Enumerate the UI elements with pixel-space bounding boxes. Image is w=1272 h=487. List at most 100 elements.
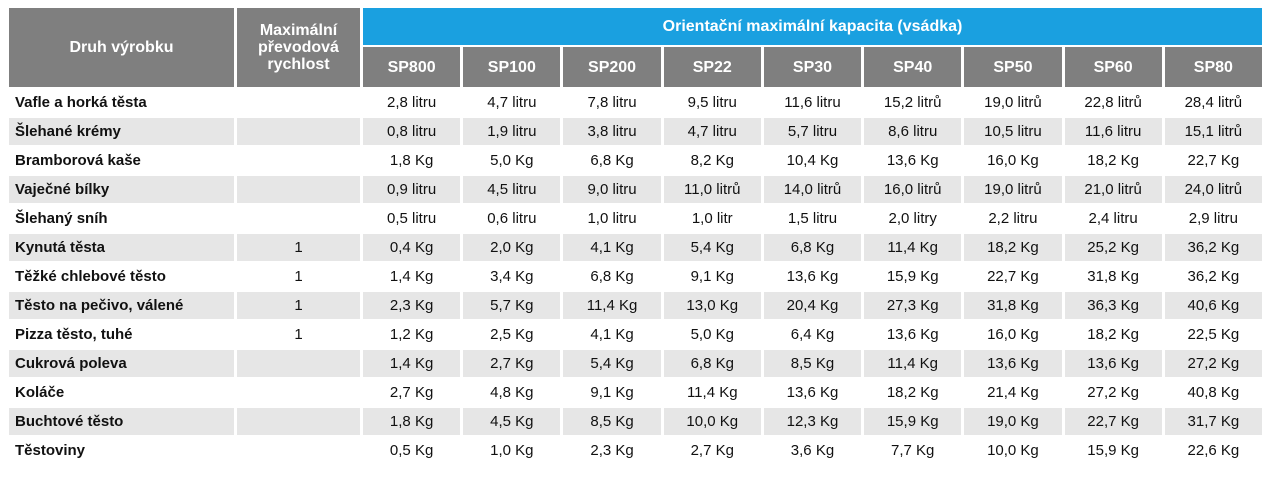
capacity-cell: 12,3 Kg <box>763 408 862 435</box>
capacity-cell: 15,9 Kg <box>1087 442 1139 459</box>
capacity-cell: 27,2 Kg <box>1087 384 1139 401</box>
capacity-cell: 1,0 litru <box>587 210 637 227</box>
capacity-cell: 13,6 Kg <box>786 268 839 285</box>
capacity-cell: 2,7 Kg <box>690 442 734 459</box>
capacity-cell: 2,3 Kg <box>363 292 461 319</box>
capacity-cell: 22,8 litrů <box>1084 94 1142 111</box>
capacity-cell: 4,5 Kg <box>463 408 561 435</box>
speed-cell: 1 <box>294 326 303 343</box>
capacity-cell: 9,1 Kg <box>690 268 734 285</box>
capacity-cell: 2,0 Kg <box>463 234 561 261</box>
capacity-cell: 4,1 Kg <box>563 234 661 261</box>
product-name: Koláče <box>15 384 65 401</box>
capacity-cell: 5,7 Kg <box>463 292 561 319</box>
table-row: Koláče 2,7 Kg 4,8 Kg 9,1 Kg 11,4 Kg 13,6 Kg 18… <box>9 379 1262 406</box>
speed-cell <box>237 350 360 377</box>
capacity-cell: 10,0 Kg <box>987 442 1039 459</box>
product-name: Vaječné bílky <box>9 176 234 203</box>
capacity-cell: 9,1 Kg <box>590 384 634 401</box>
table-row: Cukrová poleva 1,4 Kg 2,7 Kg 5,4 Kg 6,8 Kg 8,… <box>9 350 1262 377</box>
capacity-cell: 36,2 Kg <box>1164 234 1262 261</box>
capacity-cell: 11,6 litru <box>1064 118 1162 145</box>
capacity-cell: 15,9 Kg <box>886 268 939 285</box>
capacity-cell: 6,8 Kg <box>590 268 634 285</box>
speed-cell: 1 <box>237 292 360 319</box>
capacity-cell: 36,2 Kg <box>1187 268 1240 285</box>
product-name: Šlehaný sníh <box>15 210 108 227</box>
capacity-cell: 5,4 Kg <box>663 234 761 261</box>
capacity-cell: 2,8 litru <box>387 94 437 111</box>
product-name: Vafle a horká těsta <box>15 94 147 111</box>
model-header: SP50 <box>964 47 1062 87</box>
capacity-cell: 40,6 Kg <box>1164 292 1262 319</box>
capacity-cell: 13,6 Kg <box>964 350 1062 377</box>
capacity-cell: 10,0 Kg <box>663 408 761 435</box>
capacity-cell: 0,8 litru <box>363 118 461 145</box>
capacity-cell: 27,3 Kg <box>864 292 962 319</box>
capacity-cell: 3,4 Kg <box>490 268 534 285</box>
capacity-cell: 0,4 Kg <box>363 234 461 261</box>
speed-cell <box>237 147 360 174</box>
header-models: SP800 SP100 SP200 SP22 SP30 SP40 SP50 SP60 SP80 <box>9 47 1262 87</box>
table-row: Pizza těsto, tuhé 1 1,2 Kg 2,5 Kg 4,1 Kg 5,0 … <box>9 321 1262 348</box>
capacity-cell: 16,0 Kg <box>987 152 1039 169</box>
capacity-cell: 1,8 Kg <box>389 152 434 169</box>
capacity-cell: 15,9 Kg <box>864 408 962 435</box>
capacity-cell: 20,4 Kg <box>763 292 862 319</box>
speed-cell: 1 <box>237 234 360 261</box>
capacity-cell: 15,1 litrů <box>1164 118 1262 145</box>
capacity-cell: 2,7 Kg <box>463 350 561 377</box>
capacity-cell: 11,4 Kg <box>864 350 962 377</box>
capacity-cell: 6,8 Kg <box>763 234 862 261</box>
capacity-cell: 5,7 litru <box>763 118 862 145</box>
capacity-cell: 1,0 litr <box>691 210 733 227</box>
capacity-cell: 31,7 Kg <box>1164 408 1262 435</box>
table-body: Vafle a horká těsta 2,8 litru 4,7 litru 7,8… <box>9 89 1262 464</box>
model-header: SP200 <box>563 47 661 87</box>
speed-cell <box>237 408 360 435</box>
product-name: Pizza těsto, tuhé <box>15 326 133 343</box>
capacity-cell: 21,0 litrů <box>1064 176 1162 203</box>
capacity-cell: 5,0 Kg <box>490 152 534 169</box>
product-name: Kynutá těsta <box>9 234 234 261</box>
capacity-cell: 15,2 litrů <box>883 94 942 111</box>
capacity-cell: 14,0 litrů <box>763 176 862 203</box>
capacity-cell: 2,9 litru <box>1188 210 1238 227</box>
table-row: Těžké chlebové těsto 1 1,4 Kg 3,4 Kg 6,8 Kg 9… <box>9 263 1262 290</box>
capacity-cell: 6,8 Kg <box>663 350 761 377</box>
capacity-cell: 13,0 Kg <box>663 292 761 319</box>
table-row: Bramborová kaše 1,8 Kg 5,0 Kg 6,8 Kg 8,2 Kg 1… <box>9 147 1262 174</box>
capacity-cell: 1,8 Kg <box>363 408 461 435</box>
product-name: Těstoviny <box>15 442 86 459</box>
table-row: Těstoviny 0,5 Kg 1,0 Kg 2,3 Kg 2,7 Kg 3,6 Kg 7… <box>9 437 1262 464</box>
model-header: SP22 <box>663 47 761 87</box>
speed-cell <box>237 118 360 145</box>
capacity-cell: 13,6 Kg <box>786 384 839 401</box>
capacity-cell: 13,6 Kg <box>886 326 939 343</box>
model-header: SP60 <box>1064 47 1162 87</box>
capacity-cell: 16,0 litrů <box>864 176 962 203</box>
capacity-cell: 22,7 Kg <box>987 268 1039 285</box>
capacity-table: Druh výrobku Maximální převodová rychlos… <box>6 6 1265 466</box>
capacity-cell: 8,6 litru <box>864 118 962 145</box>
capacity-cell: 31,8 Kg <box>964 292 1062 319</box>
table-row: Buchtové těsto 1,8 Kg 4,5 Kg 8,5 Kg 10,0 Kg 1… <box>9 408 1262 435</box>
capacity-cell: 1,9 litru <box>463 118 561 145</box>
speed-cell <box>237 437 360 464</box>
capacity-cell: 5,0 Kg <box>690 326 734 343</box>
capacity-cell: 1,4 Kg <box>389 268 434 285</box>
product-name: Těžké chlebové těsto <box>15 268 166 285</box>
capacity-cell: 36,3 Kg <box>1064 292 1162 319</box>
capacity-cell: 2,5 Kg <box>490 326 534 343</box>
capacity-cell: 4,8 Kg <box>490 384 534 401</box>
capacity-cell: 18,2 Kg <box>964 234 1062 261</box>
capacity-cell: 18,2 Kg <box>1087 326 1139 343</box>
capacity-cell: 25,2 Kg <box>1064 234 1162 261</box>
capacity-cell: 11,4 Kg <box>864 234 962 261</box>
capacity-cell: 4,5 litru <box>463 176 561 203</box>
product-name: Bramborová kaše <box>15 152 141 169</box>
capacity-cell: 2,7 Kg <box>389 384 434 401</box>
capacity-cell: 0,6 litru <box>487 210 537 227</box>
product-name: Těsto na pečivo, válené <box>9 292 234 319</box>
capacity-cell: 2,2 litru <box>988 210 1038 227</box>
